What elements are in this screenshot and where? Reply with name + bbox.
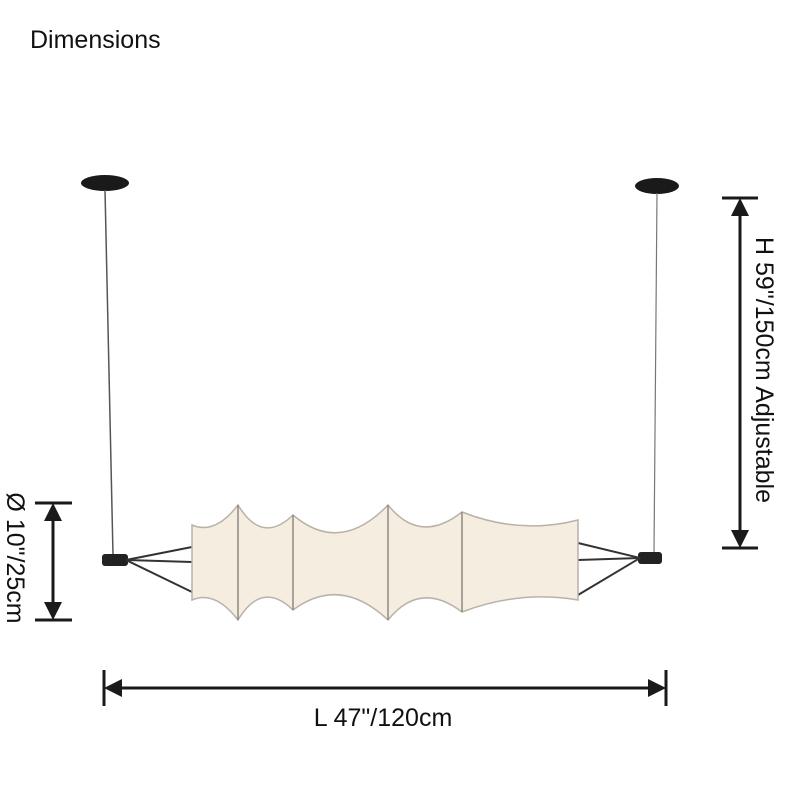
diameter-label: Ø 10"/25cm <box>1 492 29 623</box>
canopy-left <box>81 175 129 191</box>
diameter-dimension <box>35 501 72 622</box>
height-dimension <box>722 196 758 550</box>
arms <box>125 542 641 596</box>
length-label: L 47"/120cm <box>314 704 453 732</box>
lamp <box>81 175 679 622</box>
canopy-right <box>635 178 679 194</box>
ribs <box>237 505 463 620</box>
hub-right <box>638 552 662 564</box>
title: Dimensions <box>30 26 161 54</box>
length-dimension <box>102 670 668 706</box>
lantern <box>191 503 579 622</box>
hub-left <box>102 554 128 566</box>
wire-left <box>104 189 114 556</box>
height-label: H 59"/150cm Adjustable <box>750 237 778 503</box>
wire-right <box>653 192 658 554</box>
